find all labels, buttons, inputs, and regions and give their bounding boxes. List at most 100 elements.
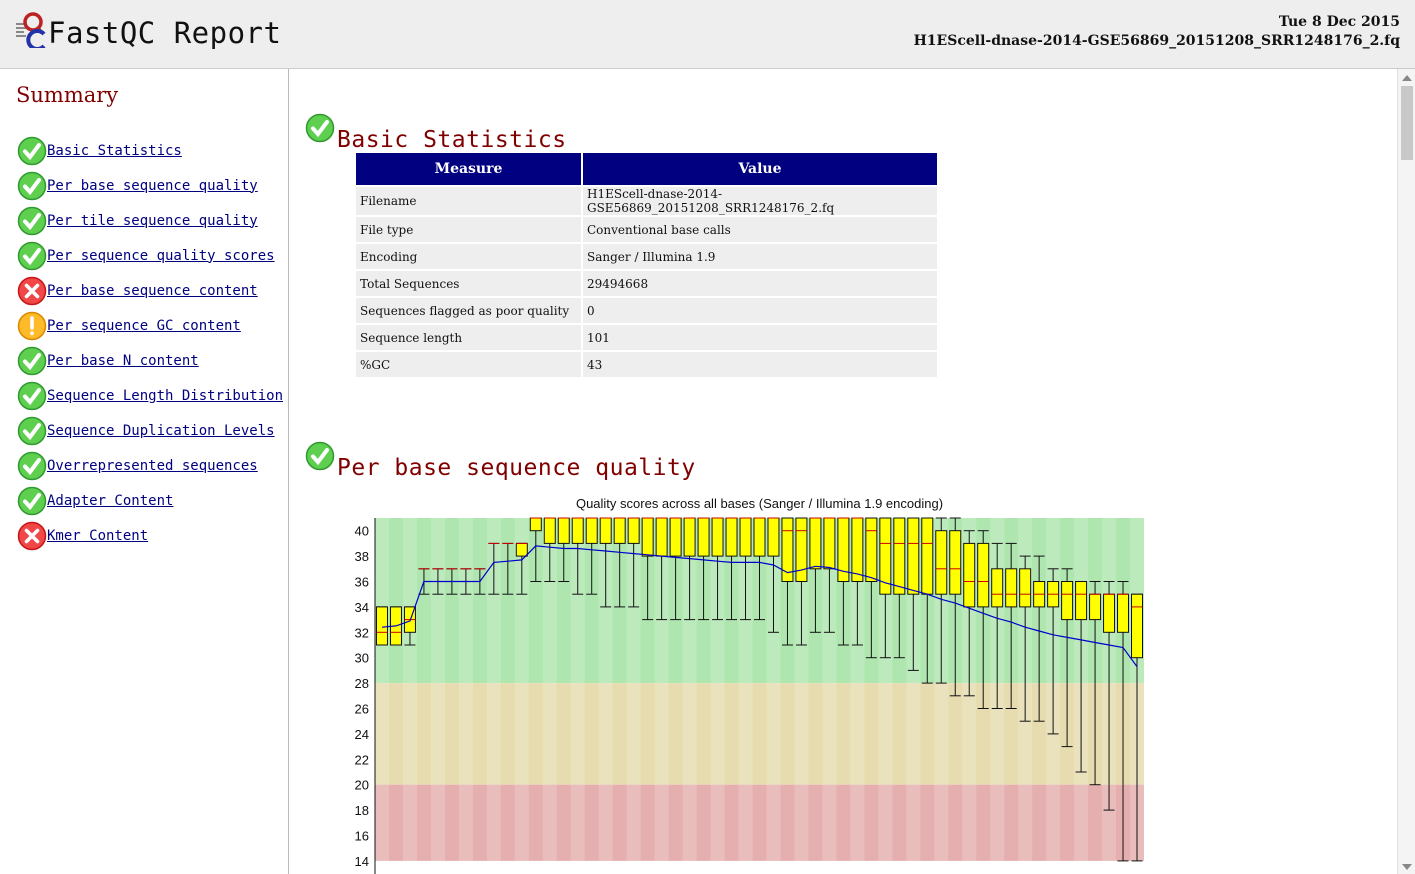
zone-stripe xyxy=(542,784,557,861)
zone-stripe xyxy=(934,683,949,785)
measure-cell: File type xyxy=(356,217,581,242)
scrollbar-thumb[interactable] xyxy=(1401,86,1413,160)
zone-stripe xyxy=(514,784,529,861)
y-tick-label: 28 xyxy=(355,676,369,691)
report-title: FastQC Report xyxy=(48,16,282,50)
report-main: Basic Statistics Measure Value Filename H… xyxy=(289,69,1397,874)
zone-stripe xyxy=(682,784,697,861)
quality-box xyxy=(1019,568,1032,608)
summary-link[interactable]: Per base N content xyxy=(47,352,199,369)
section-title: Basic Statistics xyxy=(337,127,567,153)
y-tick-label: 34 xyxy=(355,600,369,615)
fail-icon xyxy=(17,521,47,550)
quality-box xyxy=(977,542,990,608)
quality-box xyxy=(809,517,822,570)
zone-stripe xyxy=(430,683,445,785)
y-tick-label: 30 xyxy=(355,651,369,666)
summary-link[interactable]: Per base sequence quality xyxy=(47,177,258,194)
zone-stripe xyxy=(710,784,725,861)
summary-title: Summary xyxy=(16,83,119,107)
quality-box xyxy=(851,517,864,582)
quality-box xyxy=(683,517,696,557)
summary-item: Overrepresented sequences xyxy=(17,448,283,483)
pass-icon xyxy=(17,486,47,515)
scroll-down-arrow-icon[interactable] xyxy=(1402,864,1412,870)
table-row: File type Conventional base calls xyxy=(356,217,937,242)
pass-icon xyxy=(17,381,47,410)
zone-stripe xyxy=(878,784,893,861)
quality-box xyxy=(935,530,948,595)
vertical-scrollbar[interactable] xyxy=(1397,69,1415,874)
zone-stripe xyxy=(402,784,417,861)
zone-stripe xyxy=(1046,784,1061,861)
mean-quality-line xyxy=(381,545,1138,667)
value-cell: 101 xyxy=(583,325,937,350)
zone-stripe xyxy=(850,683,865,785)
quality-box xyxy=(1061,581,1074,621)
y-tick-label: 32 xyxy=(355,625,369,640)
summary-link[interactable]: Per sequence GC content xyxy=(47,317,241,334)
summary-item: Adapter Content xyxy=(17,483,283,518)
zone-stripe xyxy=(962,683,977,785)
zone-stripe xyxy=(598,683,613,785)
zone-stripe xyxy=(850,784,865,861)
basic-statistics-heading: Basic Statistics xyxy=(305,113,567,153)
table-row: Sequence length 101 xyxy=(356,325,937,350)
y-tick-label: 14 xyxy=(355,854,369,869)
summary-link[interactable]: Kmer Content xyxy=(47,527,149,544)
value-cell: 43 xyxy=(583,352,937,377)
summary-item: Sequence Length Distribution xyxy=(17,378,283,413)
zone-stripe xyxy=(962,784,977,861)
pass-icon xyxy=(17,451,47,480)
quality-box xyxy=(529,517,542,532)
pass-icon xyxy=(305,113,335,143)
zone-stripe xyxy=(766,784,781,861)
summary-link[interactable]: Per tile sequence quality xyxy=(47,212,258,229)
column-header-measure: Measure xyxy=(356,153,581,185)
zone-stripe xyxy=(542,518,557,684)
zone-stripe xyxy=(822,784,837,861)
chart-title: Quality scores across all bases (Sanger … xyxy=(576,496,943,511)
zone-stripe xyxy=(402,683,417,785)
zone-stripe xyxy=(654,683,669,785)
summary-link[interactable]: Sequence Length Distribution xyxy=(47,387,284,404)
quality-box xyxy=(627,517,640,544)
measure-cell: Sequences flagged as poor quality xyxy=(356,298,581,323)
table-row: Total Sequences 29494668 xyxy=(356,271,937,296)
summary-item: Per sequence GC content xyxy=(17,308,283,343)
pass-icon xyxy=(17,346,47,375)
fastqc-logo-icon xyxy=(16,12,46,48)
summary-item: Per base sequence content xyxy=(17,273,283,308)
quality-box xyxy=(865,517,878,582)
quality-box xyxy=(655,517,668,557)
summary-item: Per sequence quality scores xyxy=(17,238,283,273)
scroll-up-arrow-icon[interactable] xyxy=(1402,75,1412,81)
summary-link[interactable]: Overrepresented sequences xyxy=(47,457,258,474)
zone-stripe xyxy=(1018,784,1033,861)
summary-link[interactable]: Per sequence quality scores xyxy=(47,247,275,264)
zone-stripe xyxy=(906,683,921,785)
measure-cell: %GC xyxy=(356,352,581,377)
summary-item: Basic Statistics xyxy=(17,133,283,168)
zone-stripe xyxy=(570,784,585,861)
pass-icon xyxy=(17,206,47,235)
zone-stripe xyxy=(878,683,893,785)
summary-link[interactable]: Adapter Content xyxy=(47,492,174,509)
quality-box xyxy=(571,517,584,544)
measure-cell: Filename xyxy=(356,187,581,215)
quality-box xyxy=(991,568,1004,608)
column-header-value: Value xyxy=(583,153,937,185)
per-base-quality-heading: Per base sequence quality xyxy=(305,441,696,481)
summary-link[interactable]: Sequence Duplication Levels xyxy=(47,422,275,439)
zone-stripe xyxy=(430,784,445,861)
summary-link[interactable]: Per base sequence content xyxy=(47,282,258,299)
quality-box xyxy=(557,517,570,544)
quality-box xyxy=(376,606,388,646)
quality-box xyxy=(921,517,934,595)
summary-link[interactable]: Basic Statistics xyxy=(47,142,182,159)
zone-stripe xyxy=(654,784,669,861)
basic-statistics-table: Measure Value Filename H1EScell-dnase-201… xyxy=(354,151,939,379)
y-tick-label: 20 xyxy=(355,778,369,793)
value-cell: H1EScell-dnase-2014-GSE56869_20151208_SR… xyxy=(583,187,937,215)
zone-stripe xyxy=(402,518,417,684)
